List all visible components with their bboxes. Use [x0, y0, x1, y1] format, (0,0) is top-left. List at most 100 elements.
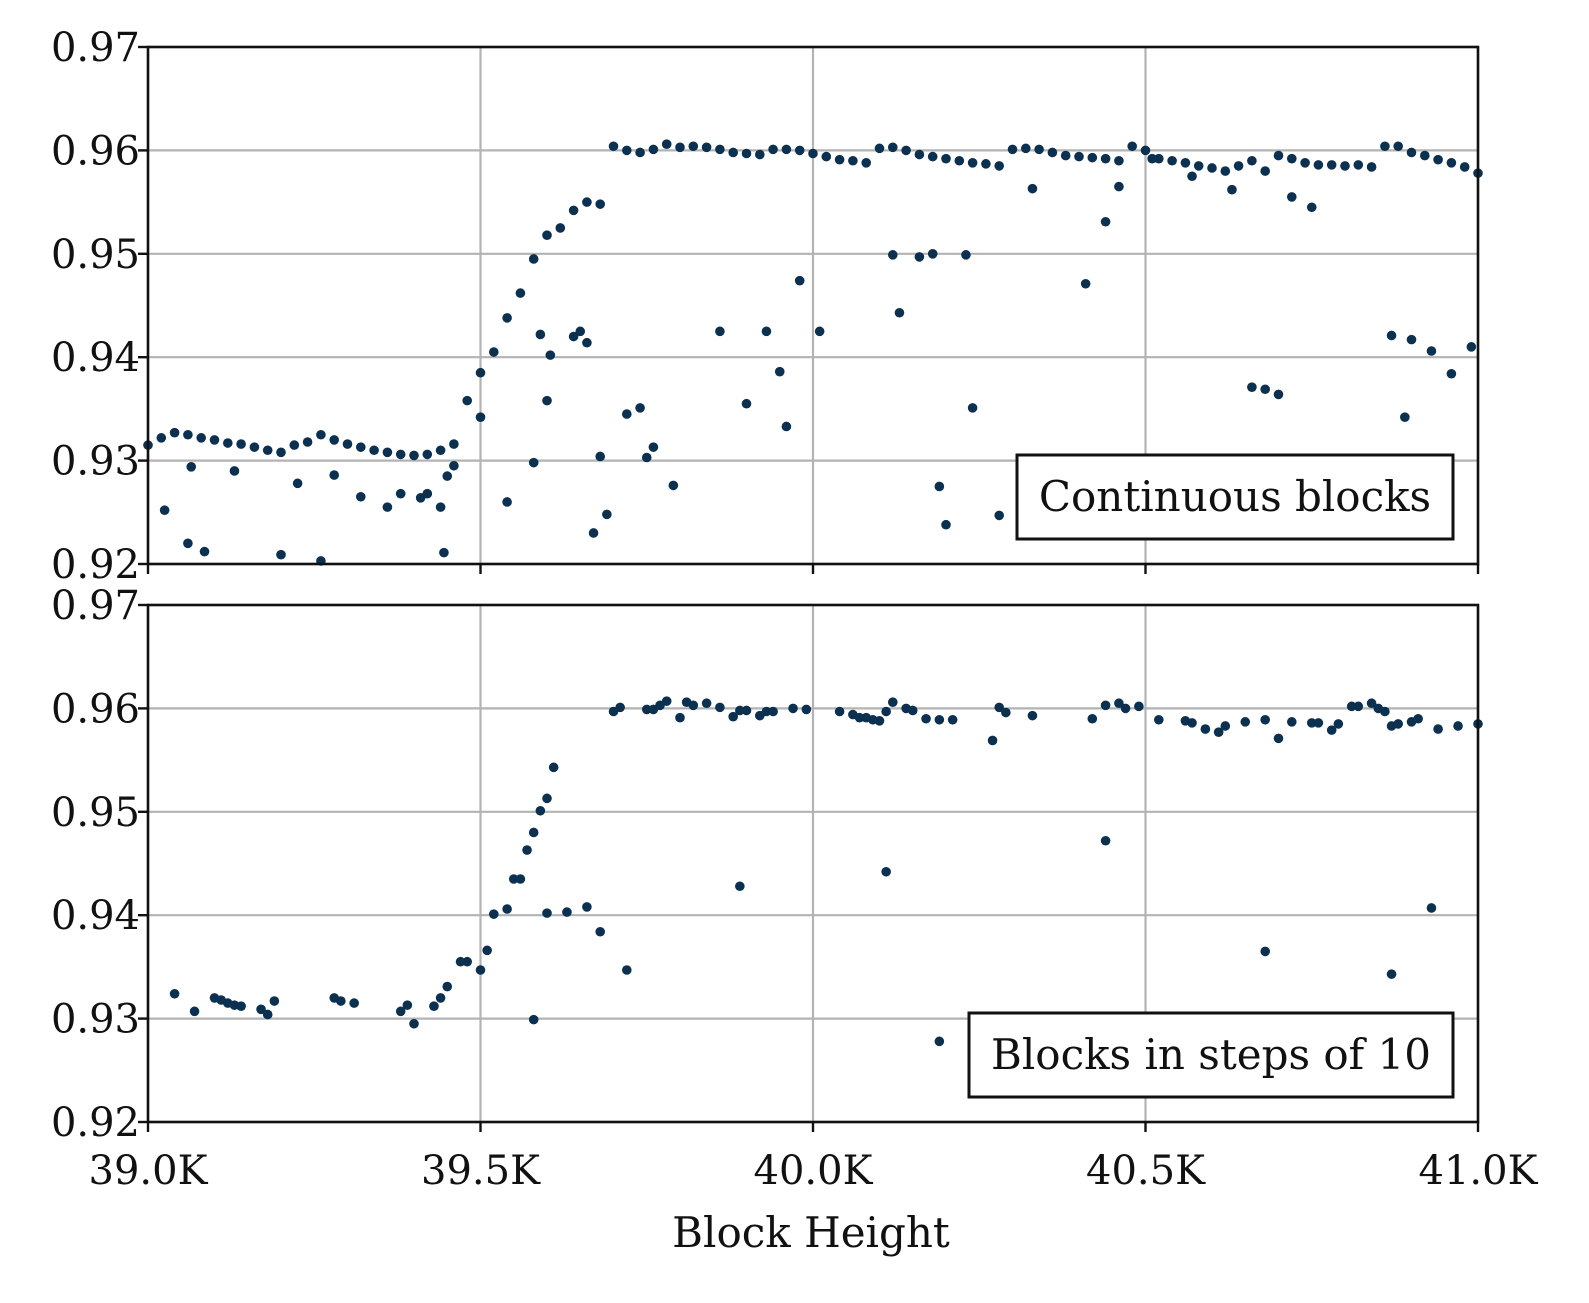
data-point — [1260, 714, 1270, 725]
data-point — [429, 1001, 439, 1011]
data-point — [528, 254, 539, 264]
data-point — [881, 706, 891, 717]
outlier-point — [356, 491, 366, 502]
data-point — [435, 993, 446, 1003]
outlier-point — [183, 538, 193, 549]
data-point — [941, 153, 951, 164]
data-point — [1313, 160, 1324, 170]
data-point — [369, 445, 379, 456]
data-point — [635, 147, 645, 158]
data-point — [196, 433, 206, 443]
outlier-point — [545, 350, 556, 360]
data-point — [1240, 717, 1251, 727]
outlier-point — [941, 519, 951, 530]
data-point — [821, 151, 832, 162]
outlier-point — [292, 478, 303, 489]
data-point — [901, 145, 911, 156]
y-tick-label: 0.96 — [51, 128, 140, 174]
data-point — [256, 1004, 266, 1015]
data-point — [249, 442, 260, 452]
data-point — [1306, 718, 1317, 728]
y-tick-label: 0.94 — [51, 335, 140, 381]
data-point — [582, 197, 592, 207]
data-point — [595, 926, 605, 937]
data-point — [934, 1036, 945, 1047]
outlier-point — [1386, 330, 1397, 341]
outlier-point — [1446, 368, 1457, 379]
data-point — [1007, 144, 1018, 155]
outlier-point — [961, 250, 971, 260]
data-point — [728, 147, 738, 158]
y-tick-label: 0.96 — [51, 686, 140, 732]
data-point — [568, 205, 579, 216]
outlier-point — [329, 470, 340, 480]
data-point — [236, 439, 246, 449]
outlier-point — [449, 460, 459, 471]
data-point — [688, 141, 699, 152]
outlier-point — [715, 326, 725, 337]
outlier-point — [927, 249, 938, 259]
data-point — [801, 704, 812, 715]
data-point — [1021, 143, 1031, 154]
data-point — [874, 143, 885, 154]
bottom-panel-blocks-in-steps-of-10: 0.92 0.93 0.94 0.95 0.96 0.97 39.0K 39.5K 40.0K 4… — [51, 583, 1539, 1194]
outlier-point — [475, 412, 486, 422]
data-point — [269, 996, 280, 1006]
data-point — [1433, 724, 1443, 734]
data-point — [881, 866, 891, 877]
data-point — [1353, 701, 1364, 712]
data-point — [542, 230, 552, 240]
y-tick-label: 0.97 — [51, 25, 140, 71]
data-point — [1134, 701, 1144, 712]
data-point — [994, 161, 1004, 171]
data-point — [1380, 141, 1390, 152]
y-tick-label: 0.95 — [51, 232, 140, 278]
data-point — [462, 956, 473, 967]
data-point — [329, 435, 340, 445]
data-point — [475, 965, 486, 975]
data-point — [1300, 158, 1310, 168]
data-point — [661, 139, 672, 149]
data-point — [1393, 141, 1403, 152]
data-point — [907, 705, 918, 716]
data-point — [1120, 703, 1131, 714]
data-point — [1273, 733, 1284, 744]
data-point — [1386, 969, 1397, 979]
data-point — [1060, 150, 1071, 161]
data-point — [768, 144, 778, 155]
outlier-point — [229, 466, 240, 476]
outlier-point — [595, 451, 605, 462]
data-point — [1034, 144, 1044, 155]
data-point — [848, 155, 858, 166]
data-point — [1027, 710, 1038, 721]
data-point — [1406, 147, 1417, 158]
outlier-point — [1147, 153, 1157, 164]
data-point — [349, 998, 359, 1008]
data-point — [888, 697, 898, 707]
data-point — [542, 908, 552, 918]
data-point — [515, 874, 526, 884]
data-point — [1167, 155, 1177, 166]
outlier-point — [774, 366, 785, 377]
y-tick-label: 0.93 — [51, 997, 140, 1043]
data-point — [1433, 154, 1443, 165]
data-point — [515, 288, 526, 298]
outlier-point — [575, 326, 586, 337]
outlier-point — [1306, 202, 1317, 213]
data-point — [409, 450, 419, 461]
data-point — [914, 149, 925, 160]
data-point — [402, 1000, 413, 1010]
outlier-point — [934, 481, 945, 492]
outlier-point — [1100, 216, 1111, 227]
data-point — [502, 313, 512, 323]
data-point — [1459, 162, 1470, 172]
data-point — [156, 433, 167, 443]
data-point — [608, 141, 619, 152]
data-point — [1220, 166, 1231, 176]
data-point — [927, 151, 938, 162]
data-point — [947, 714, 958, 725]
data-point — [741, 148, 752, 159]
outlier-point — [442, 471, 453, 481]
legend: Continuous blocks — [1015, 453, 1455, 541]
data-point — [1140, 145, 1151, 156]
